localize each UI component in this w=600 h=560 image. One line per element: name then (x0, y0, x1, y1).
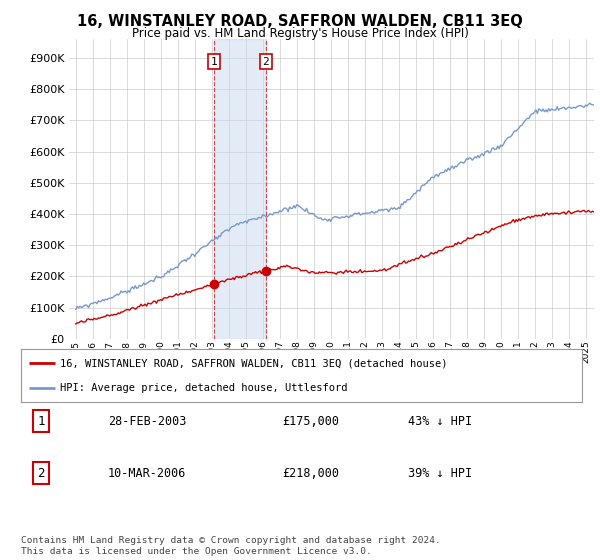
Text: Contains HM Land Registry data © Crown copyright and database right 2024.
This d: Contains HM Land Registry data © Crown c… (21, 536, 441, 556)
Text: 10-MAR-2006: 10-MAR-2006 (108, 466, 187, 480)
Text: £218,000: £218,000 (282, 466, 339, 480)
Text: 2: 2 (263, 57, 269, 67)
Text: 43% ↓ HPI: 43% ↓ HPI (408, 414, 472, 428)
Text: 28-FEB-2003: 28-FEB-2003 (108, 414, 187, 428)
Text: 16, WINSTANLEY ROAD, SAFFRON WALDEN, CB11 3EQ: 16, WINSTANLEY ROAD, SAFFRON WALDEN, CB1… (77, 14, 523, 29)
Text: 2: 2 (37, 466, 44, 480)
Text: 39% ↓ HPI: 39% ↓ HPI (408, 466, 472, 480)
Text: HPI: Average price, detached house, Uttlesford: HPI: Average price, detached house, Uttl… (60, 382, 348, 393)
Text: £175,000: £175,000 (282, 414, 339, 428)
Text: 16, WINSTANLEY ROAD, SAFFRON WALDEN, CB11 3EQ (detached house): 16, WINSTANLEY ROAD, SAFFRON WALDEN, CB1… (60, 358, 448, 368)
Text: Price paid vs. HM Land Registry's House Price Index (HPI): Price paid vs. HM Land Registry's House … (131, 27, 469, 40)
Bar (214, 39, 266, 339)
Text: 1: 1 (211, 57, 218, 67)
Text: 1: 1 (37, 414, 44, 428)
